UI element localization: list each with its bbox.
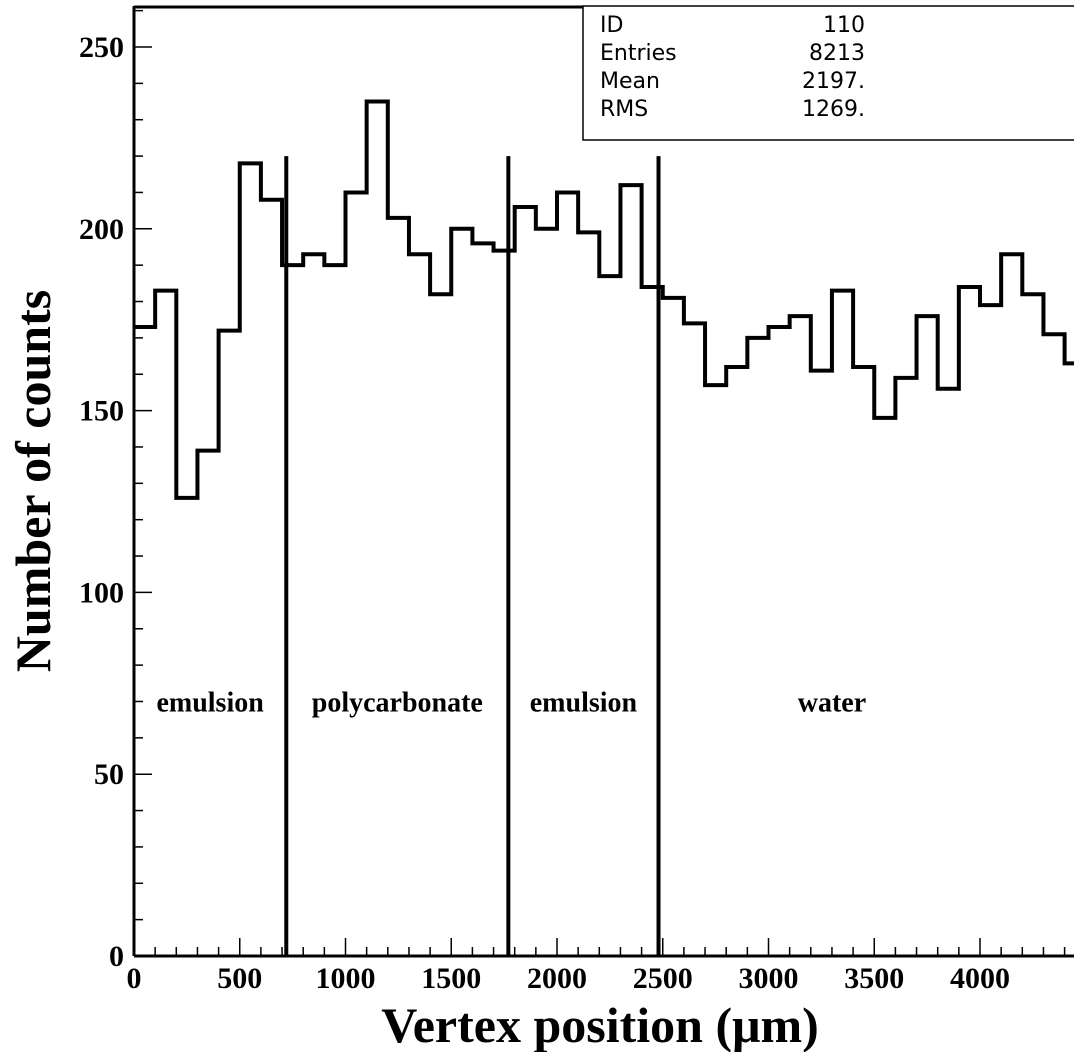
- stats-value: 2197.: [802, 69, 865, 94]
- stats-box-frame: [582, 5, 1074, 141]
- x-tick-label: 1500: [421, 962, 481, 995]
- x-axis-title: Vertex position (μm): [381, 997, 819, 1052]
- stats-name: Mean: [600, 69, 660, 94]
- region-label: water: [798, 687, 866, 718]
- stats-name: RMS: [600, 97, 648, 122]
- stats-box: ID 110 Entries 8213 Mean 2197. RMS 1269.: [582, 5, 1074, 141]
- histogram-series: [134, 99, 1074, 500]
- x-axis-ticks: 0 500 1000 1500 2000 2500 3000 3500 4000: [127, 938, 1066, 995]
- region-label: emulsion: [156, 687, 264, 718]
- x-tick-label: 4000: [950, 962, 1010, 995]
- region-labels: emulsion polycarbonate emulsion water: [156, 687, 866, 718]
- x-tick-label: 500: [217, 962, 262, 995]
- region-label: emulsion: [530, 687, 638, 718]
- y-tick-label: 50: [94, 758, 124, 791]
- stats-value: 110: [823, 13, 865, 38]
- x-tick-label: 2500: [633, 962, 693, 995]
- y-tick-label: 250: [79, 31, 124, 64]
- y-axis-title: Number of counts: [5, 290, 61, 672]
- stats-name: ID: [600, 13, 623, 38]
- y-axis-ticks: 0 50 100 150 200 250: [79, 9, 152, 973]
- x-tick-label: 3500: [844, 962, 904, 995]
- y-tick-label: 200: [79, 213, 124, 246]
- y-tick-label: 100: [79, 576, 124, 609]
- stats-value: 1269.: [802, 97, 865, 122]
- x-tick-label: 3000: [739, 962, 799, 995]
- region-label: polycarbonate: [312, 687, 483, 718]
- x-tick-label: 1000: [316, 962, 376, 995]
- stats-name: Entries: [600, 41, 677, 66]
- y-tick-label: 150: [79, 395, 124, 428]
- x-tick-label: 2000: [527, 962, 587, 995]
- y-tick-label: 0: [109, 940, 124, 973]
- stats-value: 8213: [809, 41, 865, 66]
- material-boundaries: [284, 156, 661, 956]
- x-tick-label: 0: [127, 962, 142, 995]
